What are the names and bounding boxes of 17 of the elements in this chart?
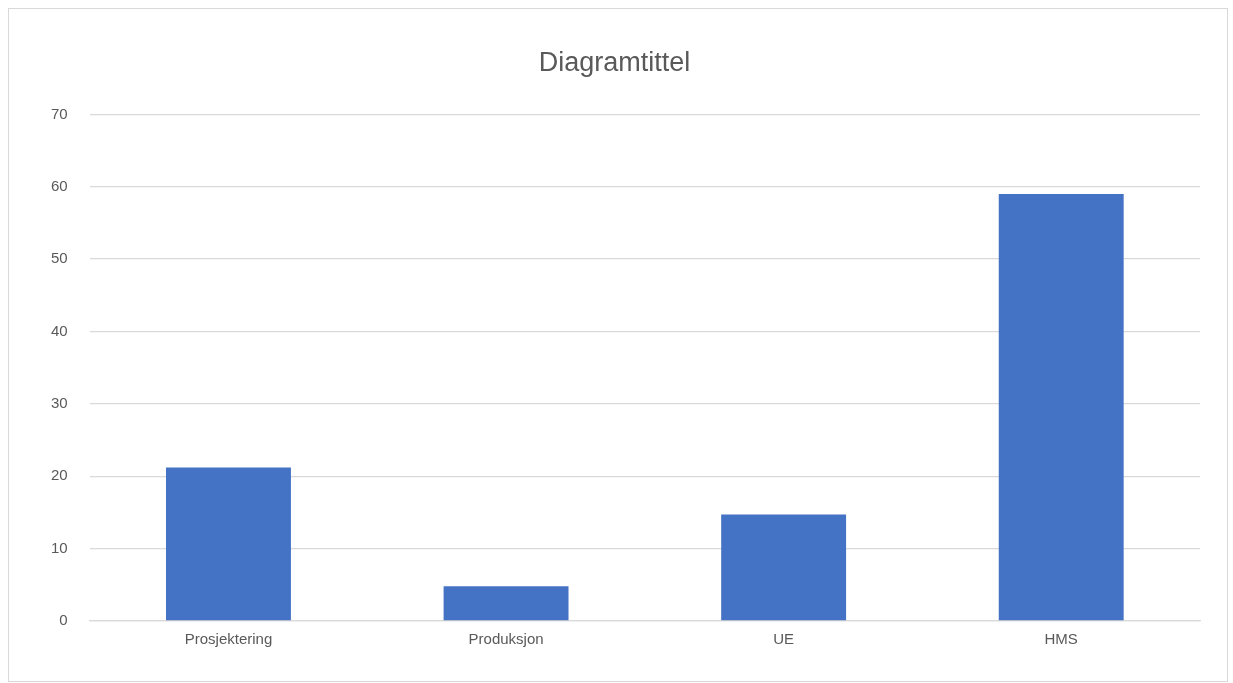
bar <box>443 586 569 621</box>
y-tick-label: 70 <box>51 104 68 122</box>
y-tick-label: 0 <box>59 611 68 629</box>
x-tick-label: Prosjektering <box>184 630 273 648</box>
y-tick-label: 30 <box>51 394 68 412</box>
y-tick-label: 50 <box>51 249 68 267</box>
bar <box>721 514 847 621</box>
x-tick-label: UE <box>773 630 795 648</box>
y-tick-label: 20 <box>51 466 68 484</box>
x-tick-label: HMS <box>1044 630 1078 648</box>
bar <box>998 194 1124 621</box>
bar <box>166 467 291 621</box>
y-tick-label: 10 <box>51 538 68 556</box>
y-tick-label: 40 <box>51 321 68 339</box>
x-tick-label: Produksjon <box>468 630 544 648</box>
y-tick-label: 60 <box>51 176 68 194</box>
chart-title: Diagramtittel <box>538 46 691 77</box>
